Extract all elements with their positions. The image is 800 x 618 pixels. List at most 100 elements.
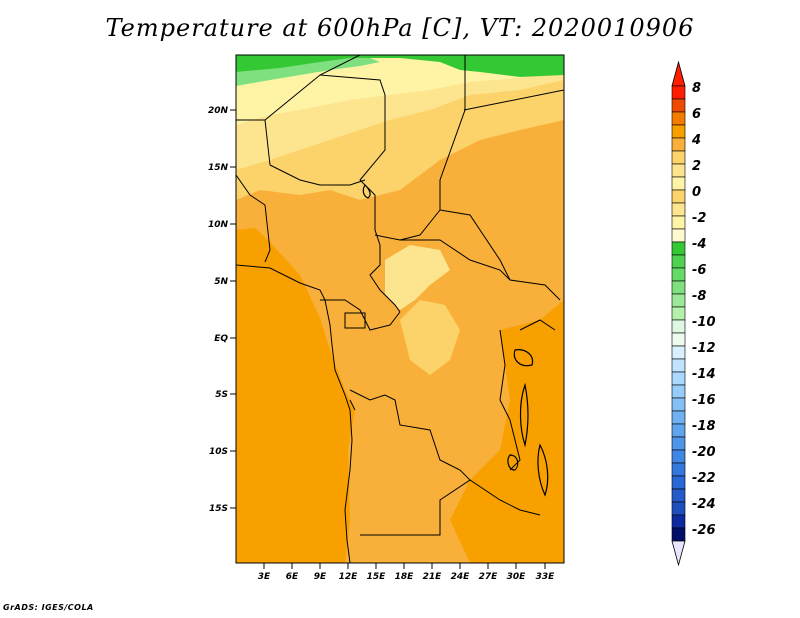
lat-tick: EQ (214, 334, 236, 344)
colorbar-segment (671, 384, 686, 399)
cold-light-green-band (236, 58, 380, 86)
colorbar-label: -8 (692, 289, 706, 304)
lat-tick: 10N (208, 220, 236, 230)
lon-tick: 6E (286, 563, 299, 582)
lat-tick: 5S (215, 390, 236, 400)
lon-tick-label: 9E (314, 572, 327, 582)
lat-tick-label: EQ (214, 334, 228, 344)
lon-tick-label: 18E (395, 572, 415, 582)
colorbar-segment (671, 189, 686, 204)
colorbar-segment (671, 163, 686, 178)
lat-tick: 15N (208, 163, 236, 173)
mild-central-patch (400, 300, 460, 375)
colorbar-segment (671, 436, 686, 451)
warm-east-band (450, 300, 564, 563)
lat-tick: 20N (208, 106, 236, 116)
lat-tick: 15S (209, 504, 236, 514)
colorbar-segment (671, 397, 686, 412)
lon-tick: 24E (451, 563, 471, 582)
lon-tick: 15E (367, 563, 387, 582)
lon-tick: 33E (536, 563, 555, 582)
colorbar-segment (671, 176, 686, 191)
colorbar-label: -24 (692, 497, 716, 512)
map-panel (236, 55, 564, 563)
colorbar-segment (671, 527, 686, 542)
colorbar-segments (671, 85, 686, 542)
lat-tick-label: 5S (215, 390, 228, 400)
lat-tick-label: 5N (214, 277, 228, 287)
colorbar-label: -22 (692, 471, 716, 486)
cool-central-patch (385, 245, 450, 310)
credit-text: GrADS: IGES/COLA (3, 603, 94, 612)
lon-tick-label: 6E (286, 572, 299, 582)
page-title: Temperature at 600hPa [C], VT: 202001090… (105, 14, 695, 42)
lon-tick-label: 30E (507, 572, 527, 582)
colorbar-label: -12 (692, 341, 716, 356)
lat-tick-label: 10S (209, 447, 228, 457)
lon-tick-label: 24E (451, 572, 471, 582)
colorbar-segment (671, 319, 686, 334)
lon-tick: 21E (423, 563, 443, 582)
colorbar-segment (671, 306, 686, 321)
colorbar-segment (671, 462, 686, 477)
colorbar-label: 4 (691, 133, 701, 148)
lat-tick-label: 15S (209, 504, 228, 514)
colorbar-segment (671, 111, 686, 126)
colorbar-label: -2 (692, 211, 706, 226)
lat-tick: 5N (214, 277, 236, 287)
colorbar-segment (671, 150, 686, 165)
lon-axis: 3E 6E 9E 12E 15E 18E 21E 24E (258, 563, 555, 582)
map-frame (235, 54, 565, 564)
lon-tick-label: 21E (423, 572, 443, 582)
lon-tick-label: 15E (367, 572, 387, 582)
colorbar-segment (671, 124, 686, 139)
colorbar-segment (671, 371, 686, 386)
colorbar-label: 0 (692, 185, 701, 200)
colorbar-segment (671, 332, 686, 347)
colorbar-label: 2 (692, 159, 701, 174)
colorbar-label: -18 (692, 419, 716, 434)
lon-tick: 18E (395, 563, 415, 582)
lon-tick: 12E (339, 563, 358, 582)
lon-tick-label: 3E (258, 572, 271, 582)
lon-tick: 30E (507, 563, 527, 582)
colorbar-segment (671, 293, 686, 308)
colorbar-segment (671, 345, 686, 360)
lon-tick: 9E (314, 563, 327, 582)
colorbar-label: -26 (692, 523, 716, 538)
colorbar-segment (671, 202, 686, 217)
lat-axis: 20N 15N 10N 5N EQ 5S 10S 15S (208, 106, 236, 514)
country-borders (236, 55, 564, 536)
colorbar-segment (671, 215, 686, 230)
colorbar-segment (671, 85, 686, 100)
colorbar-label: -6 (692, 263, 706, 278)
colorbar: 8 6 4 2 0 -2 -4 -6 -8 -10 -12 -14 -16 -1… (671, 60, 716, 567)
colorbar-segment (671, 410, 686, 425)
colorbar-segment (671, 358, 686, 373)
colorbar-segment (671, 228, 686, 243)
colorbar-segment (671, 98, 686, 113)
pale-north-band (236, 55, 564, 125)
colorbar-label: -14 (692, 367, 716, 382)
colorbar-top-arrow (671, 60, 686, 87)
lat-tick-label: 15N (208, 163, 229, 173)
colorbar-label: 6 (692, 107, 701, 122)
coastline (236, 264, 353, 563)
colorbar-segment (671, 449, 686, 464)
colorbar-segment (671, 475, 686, 490)
lon-tick-label: 27E (479, 572, 499, 582)
colorbar-segment (671, 423, 686, 438)
colorbar-segment (671, 280, 686, 295)
colorbar-label: -4 (692, 237, 706, 252)
warm-west-band (236, 228, 355, 563)
lon-tick: 27E (479, 563, 499, 582)
colorbar-label: -16 (692, 393, 716, 408)
colorbar-segment (671, 267, 686, 282)
lat-tick-label: 20N (208, 106, 229, 116)
colorbar-bottom-arrow (671, 540, 686, 567)
colorbar-segment (671, 514, 686, 529)
colorbar-labels: 8 6 4 2 0 -2 -4 -6 -8 -10 -12 -14 -16 -1… (691, 81, 716, 538)
lat-tick-label: 10N (208, 220, 229, 230)
colorbar-segment (671, 488, 686, 503)
